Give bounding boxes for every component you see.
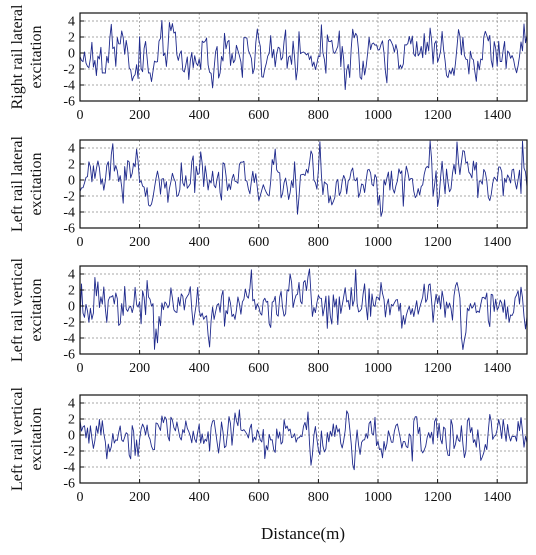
y-axis-title: excitation [28,407,45,470]
x-tick-label: 200 [129,490,150,505]
x-tick-label: 1000 [364,361,392,376]
y-tick-label: -4 [63,79,75,94]
x-tick-label: 0 [77,108,84,123]
y-tick-label: 2 [68,413,75,428]
x-tick-label: 600 [248,490,269,505]
x-tick-label: 600 [248,235,269,250]
series-line-1 [79,20,528,91]
x-tick-label: 200 [129,108,150,123]
x-tick-label: 0 [77,490,84,505]
series-line-1 [79,268,528,351]
x-tick-label: 400 [189,235,210,250]
x-tick-label: 400 [189,108,210,123]
plot-frame [79,265,528,355]
y-tick-label: -2 [63,316,75,331]
y-tick-label: 0 [68,429,75,444]
x-tick-label: 200 [129,235,150,250]
x-tick-label: 800 [308,490,329,505]
y-tick-label: 4 [68,15,75,30]
y-tick-label: 4 [68,397,75,412]
y-tick-label: -6 [63,95,75,110]
x-tick-label: 200 [129,361,150,376]
x-tick-label: 1200 [424,490,452,505]
y-tick-label: -6 [63,222,75,237]
x-tick-label: 1400 [483,490,511,505]
y-axis-title: Left rail vertical [9,386,26,490]
y-tick-label: 0 [68,47,75,62]
y-tick-label: -4 [63,332,75,347]
series-line-1 [79,140,528,217]
x-axis-title: Distance(m) [261,524,345,543]
y-tick-label: -2 [63,63,75,78]
y-tick-label: 0 [68,174,75,189]
plot-frame [79,139,528,229]
y-tick-label: -6 [63,348,75,363]
x-tick-label: 1000 [364,235,392,250]
y-tick-label: -4 [63,206,75,221]
x-tick-label: 1000 [364,490,392,505]
x-tick-label: 0 [77,235,84,250]
y-axis-title: Left rail lateral [9,135,26,231]
x-tick-label: 1000 [364,108,392,123]
y-axis-title: excitation [28,152,45,215]
plot-frame [79,394,528,484]
panel-1: 0 200 400 600 800 1000 1200 1400-6-4-2024Right … [9,4,528,123]
plot-frame [79,12,528,102]
y-axis-title: excitation [28,25,45,88]
y-tick-label: -2 [63,190,75,205]
x-tick-label: 400 [189,361,210,376]
y-tick-label: -4 [63,461,75,476]
y-axis-title: excitation [28,278,45,341]
x-tick-label: 1400 [483,235,511,250]
x-tick-label: 1400 [483,361,511,376]
y-tick-label: -6 [63,477,75,492]
x-tick-label: 800 [308,235,329,250]
x-tick-label: 800 [308,361,329,376]
x-tick-label: 1200 [424,235,452,250]
y-axis-title: Left rail vertical [9,257,26,361]
x-tick-label: 400 [189,490,210,505]
y-axis-title: Right rail lateral [9,4,26,109]
x-tick-label: 600 [248,361,269,376]
y-tick-label: 2 [68,284,75,299]
x-tick-label: 1200 [424,108,452,123]
x-tick-label: 0 [77,361,84,376]
x-tick-label: 600 [248,108,269,123]
x-tick-label: 1200 [424,361,452,376]
y-tick-label: -2 [63,445,75,460]
y-tick-label: 2 [68,158,75,173]
x-tick-label: 1400 [483,108,511,123]
series-line-1 [79,409,528,471]
x-tick-label: 800 [308,108,329,123]
y-tick-label: 4 [68,268,75,283]
y-tick-label: 2 [68,31,75,46]
y-tick-label: 4 [68,142,75,157]
y-tick-label: 0 [68,300,75,315]
